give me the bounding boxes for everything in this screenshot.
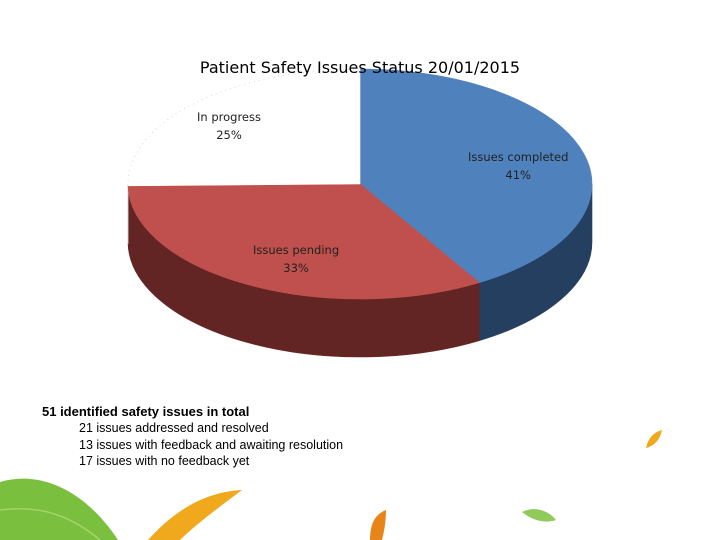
pie-slice-issues-pending bbox=[127, 183, 480, 300]
summary-line-resolved: 21 issues addressed and resolved bbox=[79, 421, 269, 435]
green-leaf-shape bbox=[0, 478, 118, 540]
summary-line-no-feedback: 17 issues with no feedback yet bbox=[79, 454, 250, 468]
pie-slice-issues-completed bbox=[359, 68, 593, 284]
orange-leaf-shape bbox=[148, 490, 242, 540]
label-issues-pending-name: Issues pending bbox=[253, 243, 340, 257]
orange-leaf-small bbox=[370, 510, 386, 540]
light-green-leaf bbox=[522, 509, 556, 522]
summary-line-awaiting: 13 issues with feedback and awaiting res… bbox=[79, 437, 344, 452]
label-issues-completed-name: Issues completed bbox=[468, 150, 569, 164]
pie-slice-in-progress bbox=[127, 68, 361, 187]
label-issues-pending: Issues pending 33% bbox=[253, 241, 339, 277]
summary-block: 51 identified safety issues in total 21 … bbox=[42, 404, 343, 470]
label-issues-pending-value: 33% bbox=[283, 261, 309, 275]
chart-title: Patient Safety Issues Status 20/01/2015 bbox=[199, 58, 521, 77]
green-leaf-vein bbox=[0, 508, 101, 540]
label-in-progress-name: In progress bbox=[197, 110, 261, 124]
label-issues-completed: Issues completed 41% bbox=[468, 148, 568, 184]
label-in-progress-value: 25% bbox=[216, 128, 242, 142]
label-in-progress: In progress 25% bbox=[197, 108, 261, 144]
label-issues-completed-value: 41% bbox=[505, 168, 531, 182]
summary-title: 51 identified safety issues in total bbox=[42, 404, 250, 419]
orange-leaf-right bbox=[646, 430, 662, 448]
